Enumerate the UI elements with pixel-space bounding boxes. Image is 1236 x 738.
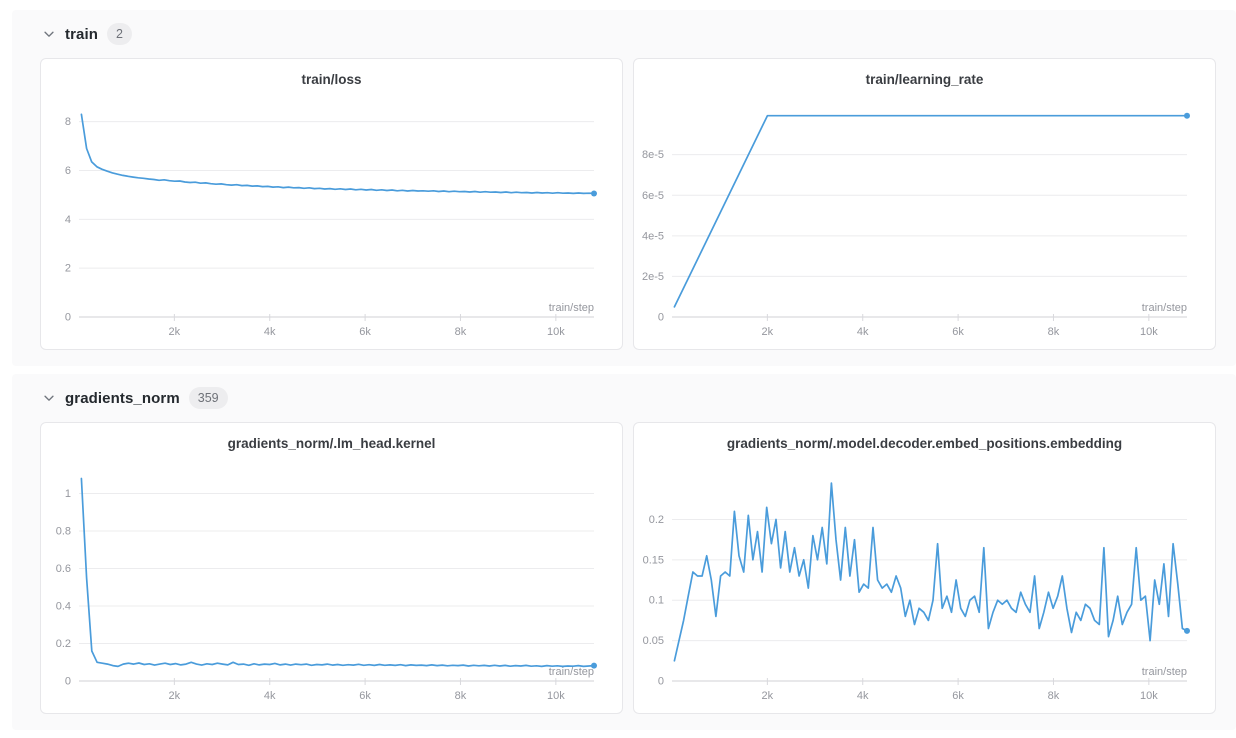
svg-text:8: 8	[65, 116, 71, 128]
svg-text:2k: 2k	[169, 690, 181, 702]
svg-text:0: 0	[65, 312, 71, 324]
charts-row-train: train/loss 0 2 4 6 8 2k 4k 6k 8k 10k train/step tr…	[40, 58, 1216, 350]
chart-title: train/loss	[301, 72, 362, 87]
section-title: gradients_norm	[65, 389, 180, 407]
svg-text:4k: 4k	[857, 326, 869, 338]
svg-text:6k: 6k	[952, 326, 964, 338]
svg-text:8k: 8k	[1048, 326, 1060, 338]
svg-text:10k: 10k	[547, 690, 565, 702]
svg-text:4k: 4k	[264, 326, 276, 338]
chart-title: gradients_norm/.model.decoder.embed_posi…	[726, 436, 1123, 451]
svg-text:6k: 6k	[359, 690, 371, 702]
svg-text:1: 1	[65, 488, 71, 500]
svg-text:6k: 6k	[952, 690, 964, 702]
section-train: train 2 train/loss 0 2 4 6 8 2k 4k 6k 8k 10k train…	[12, 10, 1236, 366]
section-title: train	[65, 25, 99, 43]
svg-text:10k: 10k	[1140, 326, 1158, 338]
svg-text:0: 0	[65, 676, 71, 688]
section-count-badge: 359	[188, 386, 228, 410]
line-chart-train-learning-rate[interactable]: 0 2e-5 4e-5 6e-5 8e-5 2k 4k 6k 8k 10k train/step	[634, 101, 1215, 349]
chart-card-train-loss[interactable]: train/loss 0 2 4 6 8 2k 4k 6k 8k 10k train/step	[40, 58, 623, 350]
chart-card-train-learning-rate[interactable]: train/learning_rate 0 2e-5 4e-5 6e-5 8e-5 2k 4…	[633, 58, 1216, 350]
svg-text:0.05: 0.05	[643, 635, 664, 647]
svg-text:2e-5: 2e-5	[642, 271, 664, 283]
line-chart-lm-head-kernel[interactable]: 0 0.2 0.4 0.6 0.8 1 2k 4k 6k 8k 10k train/step	[41, 465, 622, 713]
svg-text:0.8: 0.8	[56, 526, 71, 538]
svg-text:6e-5: 6e-5	[642, 190, 664, 202]
svg-text:8k: 8k	[455, 326, 467, 338]
svg-text:0.2: 0.2	[649, 514, 664, 526]
svg-text:0: 0	[658, 312, 664, 324]
svg-text:2: 2	[65, 263, 71, 275]
svg-text:6k: 6k	[359, 326, 371, 338]
chevron-down-icon	[42, 391, 56, 405]
svg-text:6: 6	[65, 165, 71, 177]
line-chart-train-loss[interactable]: 0 2 4 6 8 2k 4k 6k 8k 10k train/step	[41, 101, 622, 349]
svg-text:8k: 8k	[455, 690, 467, 702]
section-train-header[interactable]: train 2	[40, 20, 1216, 48]
svg-text:2k: 2k	[762, 326, 774, 338]
svg-text:0.6: 0.6	[56, 563, 71, 575]
svg-text:4: 4	[65, 214, 71, 226]
svg-text:8k: 8k	[1048, 690, 1060, 702]
svg-text:0: 0	[658, 676, 664, 688]
charts-row-gradients-norm: gradients_norm/.lm_head.kernel 0 0.2 0.4 0.…	[40, 422, 1216, 714]
svg-text:2k: 2k	[762, 690, 774, 702]
chart-title: train/learning_rate	[865, 72, 984, 87]
svg-text:4e-5: 4e-5	[642, 230, 664, 242]
section-count-badge: 2	[107, 22, 132, 46]
chevron-down-icon	[42, 27, 56, 41]
line-chart-embed-positions-embedding[interactable]: 0 0.05 0.1 0.15 0.2 2k 4k 6k 8k 10k train/step	[634, 465, 1215, 713]
svg-text:train/step: train/step	[1142, 666, 1187, 678]
svg-text:0.2: 0.2	[56, 638, 71, 650]
section-gradients-norm-header[interactable]: gradients_norm 359	[40, 384, 1216, 412]
chart-title: gradients_norm/.lm_head.kernel	[227, 436, 436, 451]
svg-text:2k: 2k	[169, 326, 181, 338]
svg-text:0.4: 0.4	[56, 601, 71, 613]
svg-text:4k: 4k	[264, 690, 276, 702]
svg-text:8e-5: 8e-5	[642, 149, 664, 161]
chart-card-embed-positions-embedding[interactable]: gradients_norm/.model.decoder.embed_posi…	[633, 422, 1216, 714]
svg-text:train/step: train/step	[1142, 302, 1187, 314]
svg-text:0.1: 0.1	[649, 595, 664, 607]
svg-text:10k: 10k	[1140, 690, 1158, 702]
svg-text:train/step: train/step	[549, 666, 594, 678]
section-gradients-norm: gradients_norm 359 gradients_norm/.lm_he…	[12, 374, 1236, 730]
svg-text:0.15: 0.15	[643, 554, 664, 566]
svg-text:4k: 4k	[857, 690, 869, 702]
chart-card-lm-head-kernel[interactable]: gradients_norm/.lm_head.kernel 0 0.2 0.4 0.…	[40, 422, 623, 714]
svg-text:train/step: train/step	[549, 302, 594, 314]
svg-text:10k: 10k	[547, 326, 565, 338]
